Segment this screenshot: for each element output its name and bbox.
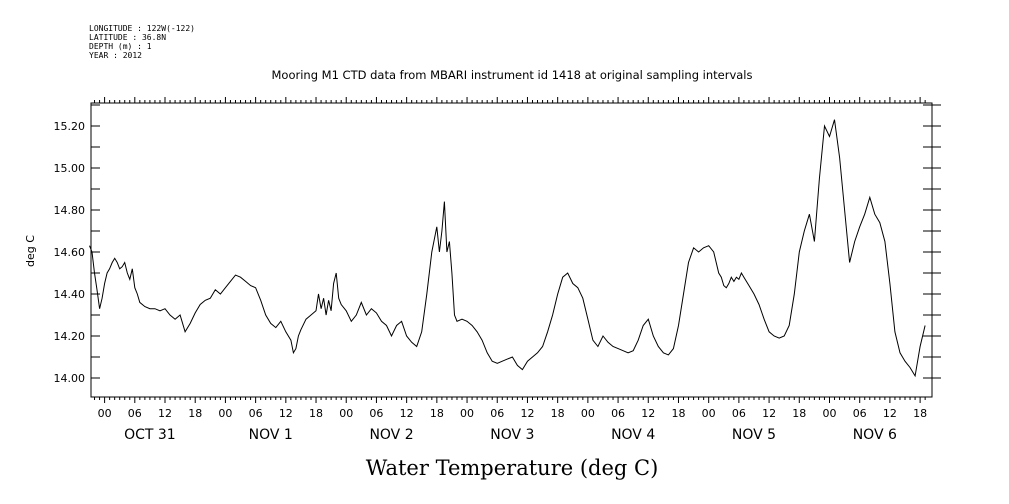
meta-longitude: LONGITUDE : 122W(-122) (89, 24, 195, 33)
x-tick-label: 00 (218, 407, 232, 420)
y-tick-label: 14.80 (54, 204, 86, 217)
x-tick-label: 12 (883, 407, 897, 420)
x-tick-label: 00 (581, 407, 595, 420)
x-tick-label: 06 (732, 407, 746, 420)
day-label: NOV 4 (611, 427, 655, 443)
y-tick-label: 14.40 (54, 288, 86, 301)
x-tick-label: 12 (400, 407, 414, 420)
y-tick-label: 15.00 (54, 162, 86, 175)
x-tick-label: 12 (762, 407, 776, 420)
x-tick-label: 00 (460, 407, 474, 420)
plot-frame (90, 102, 933, 398)
day-label: NOV 5 (732, 427, 776, 443)
x-tick-label: 18 (913, 407, 927, 420)
y-tick-labels: 14.00 14.20 14.40 14.60 14.80 15.00 15.20 (54, 120, 86, 385)
y-tick-label: 15.20 (54, 120, 86, 133)
x-axis-label: Water Temperature (deg C) (366, 456, 659, 480)
x-tick-label: 18 (671, 407, 685, 420)
x-tick-label: 12 (520, 407, 534, 420)
x-tick-label: 06 (128, 407, 142, 420)
day-label: NOV 3 (490, 427, 534, 443)
day-labels: OCT 31 NOV 1 NOV 2 NOV 3 NOV 4 NOV 5 NOV 6 (124, 427, 897, 443)
x-tick-label: 00 (339, 407, 353, 420)
day-label: NOV 2 (369, 427, 413, 443)
day-label: NOV 6 (853, 427, 897, 443)
x-tick-labels: 00 06 12 18 00 06 12 18 00 06 12 18 00 06 12 18 00 06 12 18… (98, 407, 928, 420)
y-tick-label: 14.20 (54, 330, 86, 343)
x-tick-label: 12 (158, 407, 172, 420)
temperature-line (89, 119, 926, 378)
x-tick-label: 18 (188, 407, 202, 420)
y-axis-label: deg C (24, 235, 37, 267)
x-tick-label: 18 (551, 407, 565, 420)
x-tick-label: 18 (309, 407, 323, 420)
x-tick-label: 00 (98, 407, 112, 420)
y-tick-label: 14.60 (54, 246, 86, 259)
x-tick-label: 00 (822, 407, 836, 420)
chart-title: Mooring M1 CTD data from MBARI instrumen… (272, 68, 753, 82)
x-tick-label: 06 (611, 407, 625, 420)
x-tick-label: 18 (430, 407, 444, 420)
day-label: OCT 31 (124, 427, 176, 443)
y-tick-label: 14.00 (54, 372, 86, 385)
x-tick-label: 06 (490, 407, 504, 420)
x-tick-label: 12 (279, 407, 293, 420)
meta-latitude: LATITUDE : 36.8N (89, 33, 166, 42)
day-label: NOV 1 (249, 427, 293, 443)
tick-marks (91, 97, 941, 403)
x-tick-label: 00 (702, 407, 716, 420)
x-tick-label: 06 (369, 407, 383, 420)
x-tick-label: 12 (641, 407, 655, 420)
meta-year: YEAR : 2012 (89, 51, 142, 60)
x-tick-label: 06 (853, 407, 867, 420)
meta-depth: DEPTH (m) : 1 (89, 42, 152, 51)
x-tick-label: 18 (792, 407, 806, 420)
x-tick-label: 06 (249, 407, 263, 420)
